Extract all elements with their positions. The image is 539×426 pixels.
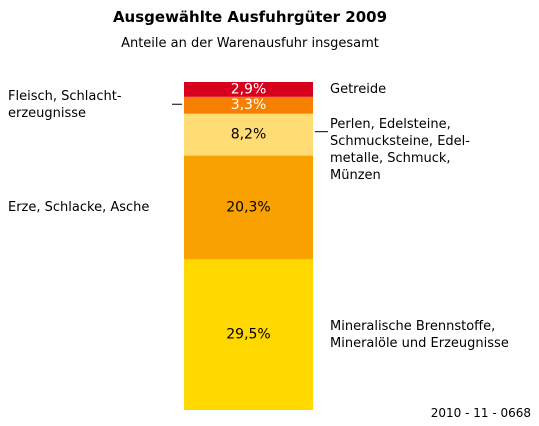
value-label: 2,9%	[231, 81, 267, 97]
value-label: 3,3%	[231, 97, 267, 113]
value-label: 8,2%	[231, 127, 267, 143]
legend-label: Mineralische Brennstoffe, Mineralöle und…	[330, 318, 509, 351]
value-label: 29,5%	[226, 327, 270, 343]
bar-segment	[184, 96, 313, 114]
bar-segment	[184, 82, 313, 97]
chart-subtitle: Anteile an der Warenausfuhr insgesamt	[121, 36, 379, 51]
legend-label: Fleisch, Schlacht- erzeugnisse	[8, 89, 122, 122]
legend-label: Perlen, Edelsteine, Schmucksteine, Edel-…	[330, 116, 470, 183]
legend-label: Erze, Schlacke, Asche	[8, 199, 150, 215]
source-note: 2010 - 11 - 0668	[430, 406, 531, 420]
bar-segment	[184, 155, 313, 260]
bar-segment	[184, 259, 313, 410]
bar-segment	[184, 113, 313, 156]
chart-title: Ausgewählte Ausfuhrgüter 2009	[112, 8, 388, 26]
value-label: 20,3%	[226, 199, 270, 215]
legend-label: Getreide	[330, 81, 387, 97]
